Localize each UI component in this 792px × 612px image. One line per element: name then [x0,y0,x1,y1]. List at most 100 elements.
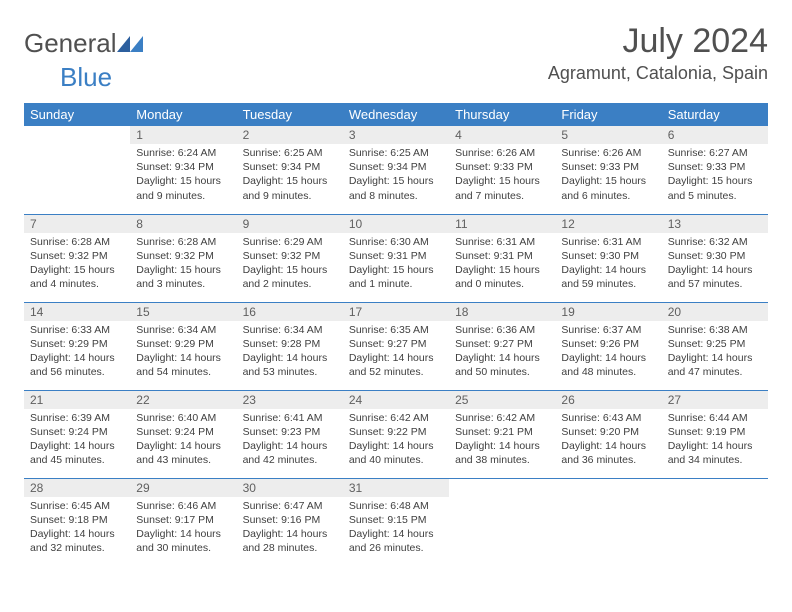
daylight-text-1: Daylight: 15 hours [668,174,762,188]
day-body: Sunrise: 6:42 AMSunset: 9:21 PMDaylight:… [449,409,555,472]
sunset-text: Sunset: 9:28 PM [243,337,337,351]
calendar-cell: 2Sunrise: 6:25 AMSunset: 9:34 PMDaylight… [237,126,343,214]
weekday-header: Sunday [24,103,130,126]
daylight-text-2: and 53 minutes. [243,365,337,379]
calendar-cell: 15Sunrise: 6:34 AMSunset: 9:29 PMDayligh… [130,302,236,390]
daylight-text-1: Daylight: 14 hours [30,527,124,541]
day-body: Sunrise: 6:44 AMSunset: 9:19 PMDaylight:… [662,409,768,472]
calendar-table: Sunday Monday Tuesday Wednesday Thursday… [24,103,768,566]
sunset-text: Sunset: 9:31 PM [455,249,549,263]
day-number: 15 [130,303,236,321]
daylight-text-2: and 52 minutes. [349,365,443,379]
day-number: 20 [662,303,768,321]
daylight-text-2: and 7 minutes. [455,189,549,203]
sunrise-text: Sunrise: 6:29 AM [243,235,337,249]
logo-text-general: General [24,28,117,58]
calendar-cell: 31Sunrise: 6:48 AMSunset: 9:15 PMDayligh… [343,478,449,566]
calendar-cell: 27Sunrise: 6:44 AMSunset: 9:19 PMDayligh… [662,390,768,478]
day-body: Sunrise: 6:35 AMSunset: 9:27 PMDaylight:… [343,321,449,384]
day-number: 18 [449,303,555,321]
sunset-text: Sunset: 9:33 PM [455,160,549,174]
day-body: Sunrise: 6:34 AMSunset: 9:29 PMDaylight:… [130,321,236,384]
day-number: 25 [449,391,555,409]
daylight-text-1: Daylight: 14 hours [30,351,124,365]
sunset-text: Sunset: 9:25 PM [668,337,762,351]
day-number: 12 [555,215,661,233]
daylight-text-1: Daylight: 14 hours [668,351,762,365]
sunrise-text: Sunrise: 6:41 AM [243,411,337,425]
sunrise-text: Sunrise: 6:40 AM [136,411,230,425]
calendar-cell: 11Sunrise: 6:31 AMSunset: 9:31 PMDayligh… [449,214,555,302]
calendar-cell: 12Sunrise: 6:31 AMSunset: 9:30 PMDayligh… [555,214,661,302]
daylight-text-1: Daylight: 14 hours [243,351,337,365]
calendar-cell: 17Sunrise: 6:35 AMSunset: 9:27 PMDayligh… [343,302,449,390]
day-number: 24 [343,391,449,409]
weekday-header: Thursday [449,103,555,126]
calendar-cell: 29Sunrise: 6:46 AMSunset: 9:17 PMDayligh… [130,478,236,566]
day-number [24,126,130,144]
sunrise-text: Sunrise: 6:31 AM [455,235,549,249]
daylight-text-2: and 59 minutes. [561,277,655,291]
sunset-text: Sunset: 9:30 PM [668,249,762,263]
calendar-row: 14Sunrise: 6:33 AMSunset: 9:29 PMDayligh… [24,302,768,390]
day-body: Sunrise: 6:25 AMSunset: 9:34 PMDaylight:… [343,144,449,207]
daylight-text-1: Daylight: 15 hours [136,174,230,188]
day-body: Sunrise: 6:38 AMSunset: 9:25 PMDaylight:… [662,321,768,384]
calendar-cell: 21Sunrise: 6:39 AMSunset: 9:24 PMDayligh… [24,390,130,478]
weekday-header: Tuesday [237,103,343,126]
calendar-cell: 26Sunrise: 6:43 AMSunset: 9:20 PMDayligh… [555,390,661,478]
day-body: Sunrise: 6:34 AMSunset: 9:28 PMDaylight:… [237,321,343,384]
sunset-text: Sunset: 9:30 PM [561,249,655,263]
sunset-text: Sunset: 9:19 PM [668,425,762,439]
daylight-text-1: Daylight: 15 hours [30,263,124,277]
day-number: 28 [24,479,130,497]
sunrise-text: Sunrise: 6:45 AM [30,499,124,513]
calendar-cell: 19Sunrise: 6:37 AMSunset: 9:26 PMDayligh… [555,302,661,390]
sunset-text: Sunset: 9:32 PM [136,249,230,263]
day-number: 16 [237,303,343,321]
day-body: Sunrise: 6:28 AMSunset: 9:32 PMDaylight:… [130,233,236,296]
daylight-text-2: and 30 minutes. [136,541,230,555]
sunrise-text: Sunrise: 6:25 AM [243,146,337,160]
calendar-row: 7Sunrise: 6:28 AMSunset: 9:32 PMDaylight… [24,214,768,302]
day-body: Sunrise: 6:30 AMSunset: 9:31 PMDaylight:… [343,233,449,296]
day-number: 13 [662,215,768,233]
daylight-text-2: and 32 minutes. [30,541,124,555]
daylight-text-1: Daylight: 15 hours [136,263,230,277]
sunset-text: Sunset: 9:21 PM [455,425,549,439]
day-body: Sunrise: 6:42 AMSunset: 9:22 PMDaylight:… [343,409,449,472]
calendar-cell: 8Sunrise: 6:28 AMSunset: 9:32 PMDaylight… [130,214,236,302]
calendar-cell: 1Sunrise: 6:24 AMSunset: 9:34 PMDaylight… [130,126,236,214]
sunrise-text: Sunrise: 6:31 AM [561,235,655,249]
daylight-text-2: and 9 minutes. [243,189,337,203]
day-body: Sunrise: 6:27 AMSunset: 9:33 PMDaylight:… [662,144,768,207]
calendar-row: 28Sunrise: 6:45 AMSunset: 9:18 PMDayligh… [24,478,768,566]
sunset-text: Sunset: 9:24 PM [136,425,230,439]
sunrise-text: Sunrise: 6:37 AM [561,323,655,337]
sunrise-text: Sunrise: 6:38 AM [668,323,762,337]
weekday-header: Saturday [662,103,768,126]
calendar-cell: 24Sunrise: 6:42 AMSunset: 9:22 PMDayligh… [343,390,449,478]
sunset-text: Sunset: 9:27 PM [455,337,549,351]
daylight-text-2: and 5 minutes. [668,189,762,203]
daylight-text-2: and 3 minutes. [136,277,230,291]
daylight-text-2: and 43 minutes. [136,453,230,467]
daylight-text-2: and 34 minutes. [668,453,762,467]
daylight-text-2: and 9 minutes. [136,189,230,203]
day-number: 17 [343,303,449,321]
daylight-text-2: and 50 minutes. [455,365,549,379]
day-body: Sunrise: 6:26 AMSunset: 9:33 PMDaylight:… [555,144,661,207]
sunrise-text: Sunrise: 6:34 AM [243,323,337,337]
daylight-text-2: and 36 minutes. [561,453,655,467]
daylight-text-1: Daylight: 14 hours [136,351,230,365]
calendar-cell [555,478,661,566]
sunset-text: Sunset: 9:33 PM [561,160,655,174]
day-number: 26 [555,391,661,409]
daylight-text-1: Daylight: 15 hours [349,174,443,188]
sunset-text: Sunset: 9:24 PM [30,425,124,439]
day-body: Sunrise: 6:47 AMSunset: 9:16 PMDaylight:… [237,497,343,560]
daylight-text-2: and 57 minutes. [668,277,762,291]
weekday-header: Wednesday [343,103,449,126]
sunrise-text: Sunrise: 6:35 AM [349,323,443,337]
daylight-text-2: and 38 minutes. [455,453,549,467]
